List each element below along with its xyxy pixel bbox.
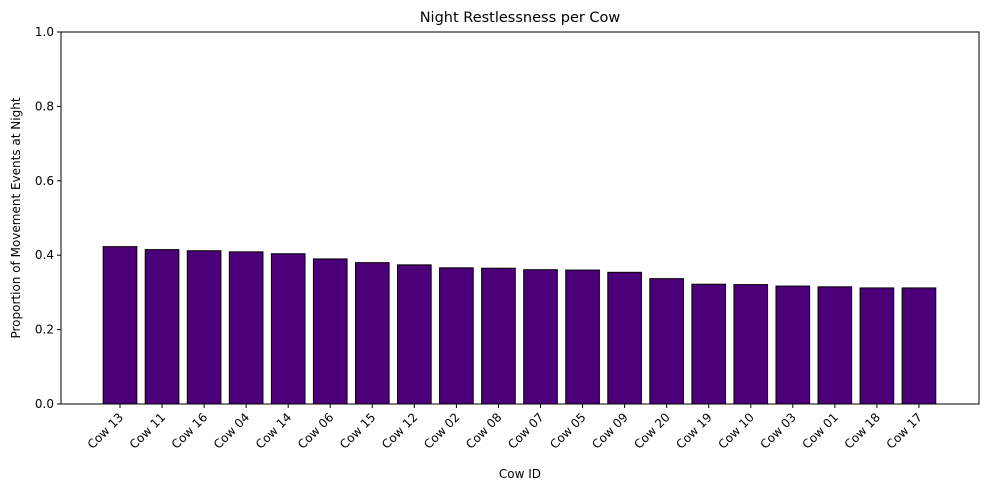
y-tick-label: 1.0	[35, 25, 54, 39]
x-tick-label: Cow 05	[547, 410, 588, 451]
bar-cow-19	[691, 283, 727, 405]
chart-title: Night Restlessness per Cow	[420, 10, 621, 26]
bar-cow-08	[481, 267, 516, 405]
bar-cow-01	[817, 286, 853, 405]
x-axis-label: Cow ID	[499, 467, 541, 481]
y-tick-label: 0.2	[35, 323, 54, 337]
x-tick-label: Cow 15	[337, 410, 378, 451]
bar-cow-05	[565, 269, 600, 405]
bar-cow-02	[439, 267, 474, 405]
x-tick-label: Cow 07	[505, 410, 546, 451]
bar-cow-16	[186, 250, 222, 405]
x-tick-label: Cow 17	[884, 410, 925, 451]
x-tick-label: Cow 12	[379, 410, 420, 451]
x-tick-label: Cow 02	[421, 410, 462, 451]
x-axis: Cow 13 Cow 11 Cow 16 Cow 04 Cow 14 Cow 06 Cow …	[85, 404, 925, 452]
bar-cow-04	[228, 251, 264, 405]
x-tick-label: Cow 04	[211, 410, 252, 451]
x-tick-label: Cow 16	[169, 410, 210, 451]
x-tick-label: Cow 10	[715, 410, 756, 451]
bar-cow-14	[270, 253, 306, 405]
bar-cow-10	[733, 284, 769, 405]
x-tick-label: Cow 03	[757, 410, 798, 451]
x-tick-label: Cow 14	[253, 410, 294, 451]
x-tick-label: Cow 06	[295, 410, 336, 451]
bar-cow-12	[397, 264, 432, 405]
x-tick-label: Cow 19	[673, 410, 714, 451]
x-tick-label: Cow 18	[842, 410, 883, 451]
y-axis: 0.0 0.2 0.4 0.6 0.8 1.0	[35, 25, 61, 411]
bar-cow-07	[523, 269, 558, 405]
bar-cow-09	[607, 271, 642, 405]
x-tick-label: Cow 20	[631, 410, 672, 451]
bar-cow-15	[354, 262, 390, 405]
y-tick-label: 0.0	[35, 397, 54, 411]
y-axis-label: Proportion of Movement Events at Night	[9, 97, 23, 338]
bar-cow-11	[144, 249, 180, 405]
x-tick-label: Cow 13	[85, 410, 126, 451]
bar-cow-03	[775, 285, 811, 405]
y-tick-label: 0.8	[35, 99, 54, 113]
x-tick-label: Cow 11	[127, 410, 168, 451]
x-tick-label: Cow 01	[800, 410, 841, 451]
bar-cow-20	[649, 278, 684, 405]
y-tick-label: 0.6	[35, 174, 54, 188]
plot-frame	[60, 31, 980, 405]
bars-group	[102, 246, 937, 405]
y-tick-label: 0.4	[35, 248, 54, 262]
bar-cow-06	[312, 258, 348, 405]
x-tick-label: Cow 09	[589, 410, 630, 451]
bar-cow-13	[102, 246, 138, 405]
bar-cow-18	[859, 287, 895, 405]
x-tick-label: Cow 08	[463, 410, 504, 451]
bar-cow-17	[901, 287, 937, 405]
